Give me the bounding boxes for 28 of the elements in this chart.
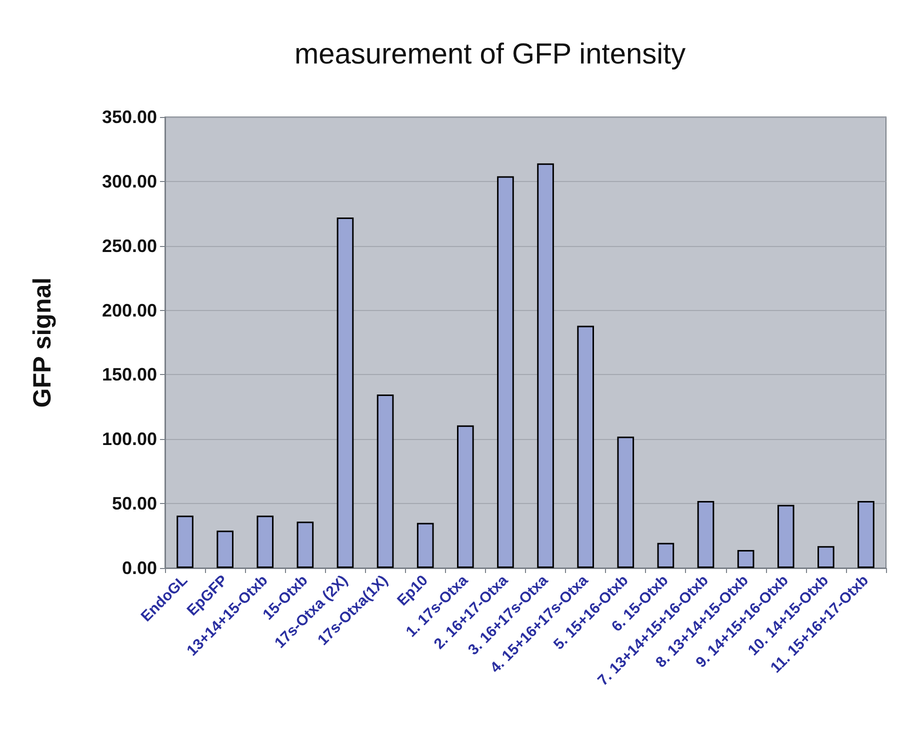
bar <box>376 394 394 568</box>
bar <box>497 176 514 568</box>
y-tick-label: 300.00 <box>102 171 157 192</box>
bar <box>416 522 434 568</box>
chart-title: measurement of GFP intensity <box>294 38 686 70</box>
bar <box>537 163 554 568</box>
y-axis-title: GFP signal <box>28 277 56 408</box>
y-tick-label: 350.00 <box>102 107 157 127</box>
bar <box>457 425 474 568</box>
y-tick-label: 50.00 <box>112 494 157 514</box>
y-tick-label: 150.00 <box>102 364 157 385</box>
y-tick-label: 0.00 <box>122 558 157 578</box>
bar <box>256 516 274 568</box>
bar <box>336 218 354 568</box>
y-tick-label: 250.00 <box>102 236 157 256</box>
bar <box>216 530 234 568</box>
bar <box>818 546 834 568</box>
bar <box>577 326 594 568</box>
y-tick-label: 100.00 <box>102 429 157 450</box>
bar <box>296 522 314 568</box>
bar <box>176 516 194 568</box>
bar <box>657 542 674 568</box>
bar <box>617 436 634 568</box>
bar <box>777 504 794 568</box>
bar <box>737 550 754 568</box>
bar <box>697 500 714 568</box>
y-tick-label: 200.00 <box>102 300 157 320</box>
bar <box>858 500 874 568</box>
